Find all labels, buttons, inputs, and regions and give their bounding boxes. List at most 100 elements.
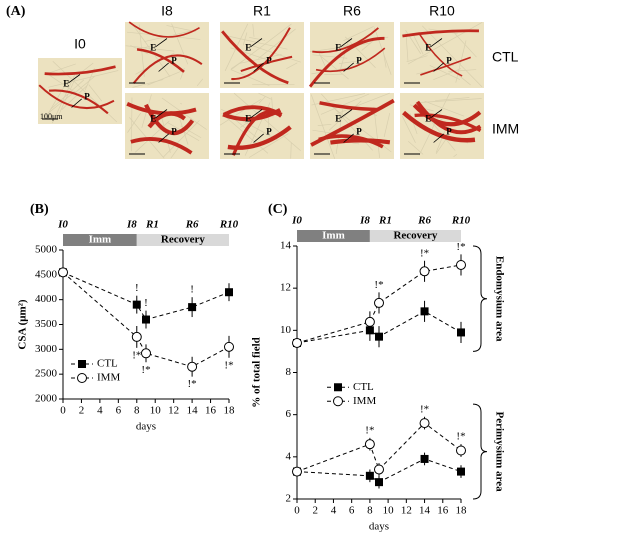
significance-label: !* [132,349,141,361]
x-tick-label: 2 [79,405,85,417]
significance-label: !* [224,359,233,371]
connective-tissue [221,30,289,85]
marker-label: E [245,113,251,123]
marker-label: P [171,127,177,137]
x-tick-label: 16 [205,405,217,417]
fiber-edge [317,123,332,127]
data-point [365,471,374,480]
marker-label: E [150,42,156,52]
data-point [419,418,430,429]
connective-tissue [222,105,283,117]
marker-label: P [356,56,362,66]
y-tick-label: 8 [286,366,292,378]
y-tick-label: 14 [280,240,292,252]
timeline-label: I8 [126,219,137,231]
fiber-edge [72,76,95,95]
fiber-edge [47,73,80,96]
column-label: I8 [161,3,173,19]
fiber-edge [453,154,458,158]
connective-tissue [417,32,463,77]
data-point [225,288,233,297]
legend-marker [333,396,343,407]
marker-label: P [356,127,362,137]
fiber-edge [61,84,88,110]
fiber-edge [233,92,301,151]
legend-marker [77,373,87,383]
phase-label: Recovery [161,234,205,246]
legend-label: IMM [353,395,376,407]
phase-bar [297,230,370,242]
phase-label: Recovery [393,230,437,242]
data-point [131,331,142,342]
marker-label: P [446,56,452,66]
y-tick-label: 3500 [35,318,58,330]
fiber-edge [171,23,189,65]
legend-label: CTL [97,358,118,370]
connective-tissue [415,100,482,135]
y-tick-label: 4 [286,450,292,462]
fiber-edge [312,54,348,59]
fiber-edge [286,62,298,70]
x-tick-label: 0 [60,405,66,417]
fiber-edge [382,49,387,68]
data-point [58,267,68,278]
legend-marker [78,360,86,368]
row-label: IMM [492,121,519,137]
series-line [296,264,462,344]
x-tick-label: 6 [349,505,355,517]
column-label: R1 [253,3,271,19]
marker-label: E [425,42,431,52]
series-line [62,271,230,368]
connective-tissue [132,54,203,85]
arrow [253,133,264,143]
fiber-edge [239,54,282,64]
marker-label: E [425,113,431,123]
fiber-edge [230,47,267,60]
fiber-edge [318,54,349,80]
fiber-edge [344,36,376,68]
fiber-edge [338,60,359,64]
timeline-label: R6 [185,219,199,231]
connective-tissue [420,56,471,76]
arrow [430,109,443,119]
arrow [433,62,444,72]
data-point [188,303,197,312]
connective-tissue [310,98,395,147]
connective-tissue [315,47,386,73]
legend-label: CTL [353,381,374,393]
fiber-edge [424,100,465,117]
fiber-edge [258,96,266,104]
data-point [456,259,466,270]
marker-label: P [266,56,272,66]
x-tick-label: 12 [168,405,179,417]
arrow [343,62,354,72]
x-tick-label: 12 [401,505,412,517]
fiber-edge [373,27,392,75]
phase-label: Imm [322,230,345,242]
data-point [420,307,429,316]
x-tick-label: 10 [383,505,395,517]
arrow [430,38,443,48]
connective-tissue [136,48,185,73]
connective-tissue [240,55,293,73]
data-point [187,361,198,372]
arrow [250,38,263,48]
fiber-edge [48,70,119,88]
fiber-edge [320,93,370,115]
arrow [340,38,353,48]
fiber-edge [134,120,170,153]
timeline-label: R1 [378,215,392,227]
y-tick-label: 12 [280,282,291,294]
fiber-edge [405,32,409,61]
x-tick-label: 8 [134,405,140,417]
marker-label: P [84,92,90,102]
fiber-edge [258,92,273,100]
data-point [457,467,465,476]
bracket-label: Endomysium area [493,256,505,342]
row-label: CTL [492,49,519,65]
data-point [419,266,430,277]
timeline-label: I0 [57,219,68,231]
significance-label: ! [135,282,139,294]
x-tick-label: 6 [116,405,122,417]
